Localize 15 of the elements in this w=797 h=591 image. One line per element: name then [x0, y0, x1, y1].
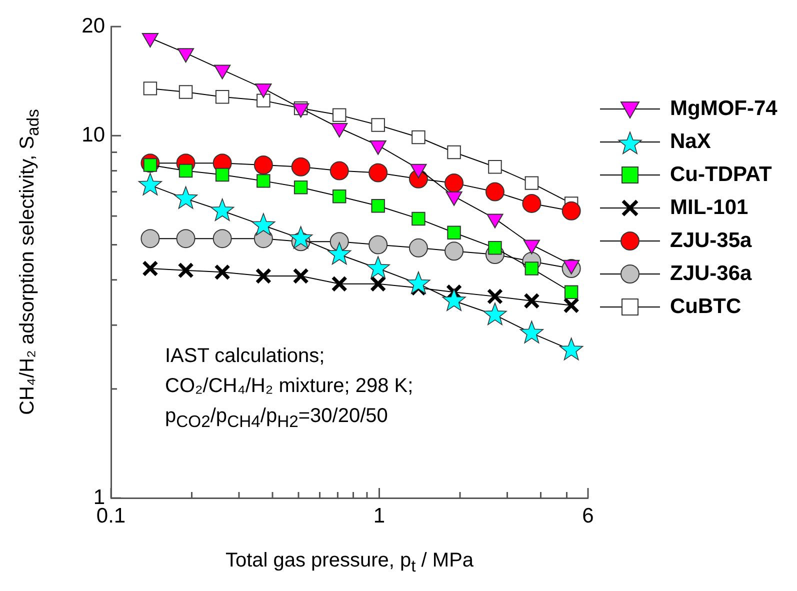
legend-label: ZJU-35a	[670, 228, 752, 252]
x-tick-label: 1	[373, 504, 386, 528]
annotation: CO₂/CH₄/H₂ mixture; 298 K;	[165, 374, 414, 399]
x-tick-label: 6	[582, 504, 594, 528]
y-tick-label: 20	[82, 14, 105, 38]
legend-label: CuBTC	[670, 294, 742, 318]
legend-label: Cu-TDPAT	[670, 162, 772, 186]
legend-label: ZJU-36a	[670, 262, 752, 286]
legend-label: MIL-101	[670, 196, 748, 220]
x-axis-title: Total gas pressure, p$_{t}$ / MPa	[225, 550, 474, 576]
legend-label: NaX	[670, 130, 711, 154]
y-tick-label: 10	[82, 123, 105, 146]
legend-label: MgMOF-74	[670, 96, 778, 120]
annotation: p$_{CO2}$/p$_{CH4}$/p$_{H2}$=30/20/50	[165, 404, 389, 433]
annotation: IAST calculations;	[165, 344, 326, 369]
